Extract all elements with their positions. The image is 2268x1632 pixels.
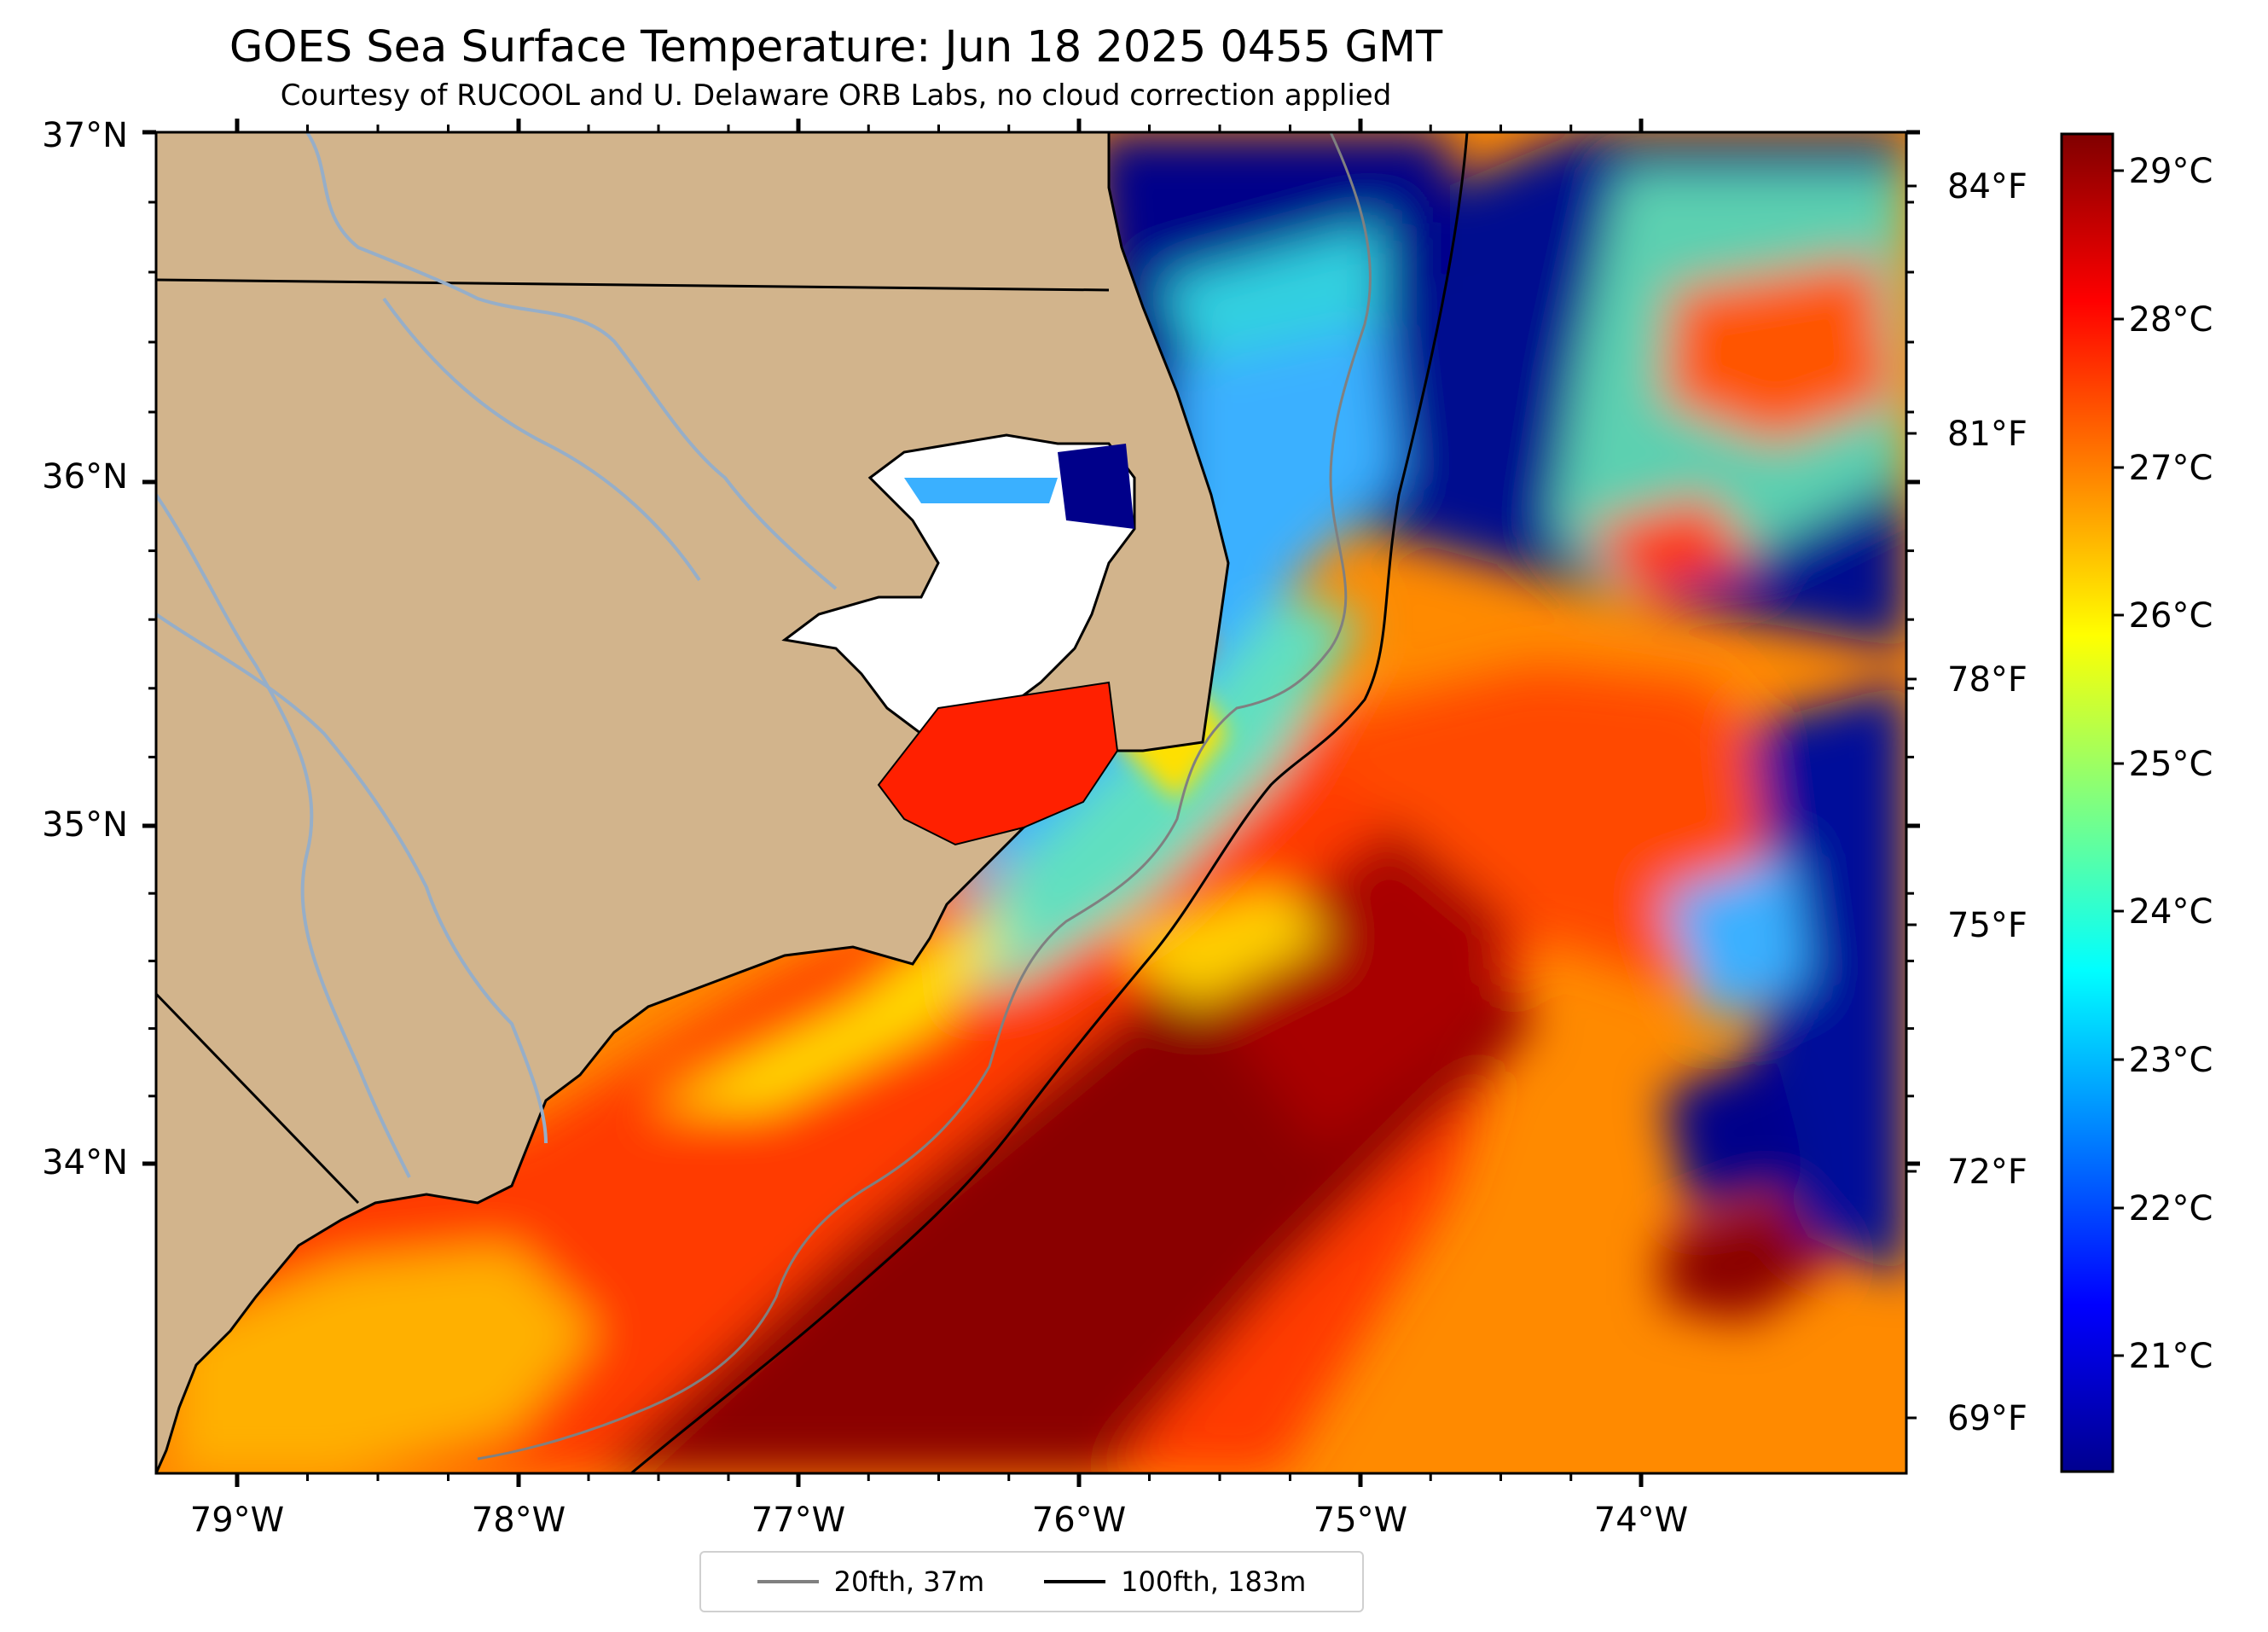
colorbar: 29°C 28°C 27°C 26°C 25°C 24°C 23°C 22°C … [2060, 132, 2213, 1473]
fahrenheit-tick-label: 84°F [1947, 167, 2027, 206]
legend-item-20fth: 20fth, 37m [757, 1565, 984, 1598]
lat-tick-label: 34°N [42, 1143, 128, 1182]
colorbar-label: 26°C [2129, 596, 2213, 636]
fahrenheit-tick-label: 81°F [1947, 415, 2027, 454]
legend-swatch-gray-line [757, 1580, 819, 1583]
colorbar-label: 21°C [2129, 1337, 2213, 1376]
map-legend: 20fth, 37m 100fth, 183m [699, 1551, 1364, 1612]
colorbar-label: 29°C [2129, 152, 2213, 191]
map-subtitle: Courtesy of RUCOOL and U. Delaware ORB L… [280, 78, 1392, 113]
colorbar-label: 25°C [2129, 745, 2213, 784]
contour-lines [477, 132, 1469, 1473]
contour-100fth [630, 132, 1469, 1473]
map-frame [154, 131, 1908, 1475]
fahrenheit-tick-label: 72°F [1947, 1153, 2027, 1192]
lon-tick-label: 76°W [1032, 1501, 1126, 1540]
colorbar-label: 27°C [2129, 449, 2213, 488]
lat-tick-label: 37°N [42, 116, 128, 155]
map-title: GOES Sea Surface Temperature: Jun 18 202… [229, 22, 1443, 73]
legend-item-100fth: 100fth, 183m [1044, 1565, 1306, 1598]
colorbar-gradient [2060, 132, 2114, 1473]
fahrenheit-tick-label: 78°F [1947, 660, 2027, 700]
fahrenheit-tick-label: 75°F [1947, 906, 2027, 945]
colorbar-label: 24°C [2129, 892, 2213, 932]
legend-swatch-black-line [1044, 1580, 1106, 1583]
contour-20fth [477, 132, 1372, 1461]
colorbar-label: 28°C [2129, 300, 2213, 340]
lat-tick-label: 36°N [42, 457, 128, 497]
land [156, 132, 1230, 1473]
lon-tick-label: 74°W [1594, 1501, 1688, 1540]
lon-tick-label: 78°W [472, 1501, 566, 1540]
colorbar-label: 23°C [2129, 1041, 2213, 1080]
lon-tick-label: 77°W [751, 1501, 845, 1540]
lon-tick-label: 79°W [190, 1501, 284, 1540]
colorbar-label: 22°C [2129, 1189, 2213, 1228]
legend-label: 100fth, 183m [1121, 1565, 1307, 1598]
legend-label: 20fth, 37m [833, 1565, 985, 1598]
lat-tick-label: 35°N [42, 805, 128, 845]
fahrenheit-tick-label: 69°F [1947, 1399, 2027, 1438]
lon-tick-label: 75°W [1314, 1501, 1407, 1540]
